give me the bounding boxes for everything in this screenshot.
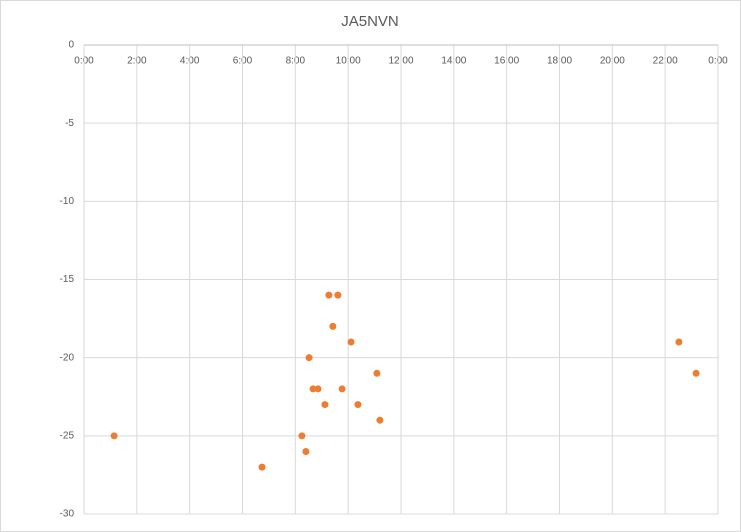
point [302,447,310,455]
point [329,322,337,330]
point [258,463,266,471]
point [376,416,384,424]
point [338,385,346,393]
point [354,401,362,409]
point [110,432,118,440]
y-tick-label: 0 [68,40,74,51]
point [321,401,329,409]
point [325,291,333,299]
point [675,338,683,346]
point [373,369,381,377]
point [347,338,355,346]
y-tick-label: -30 [60,509,75,520]
y-tick-label: -15 [60,274,75,285]
point [314,385,322,393]
point [305,354,313,362]
y-tick-label: -10 [60,196,75,207]
point [298,432,306,440]
point [334,291,342,299]
point [692,369,700,377]
point [309,385,317,393]
chart-title: JA5NVN [341,13,399,30]
y-tick-label: -5 [65,118,74,129]
y-tick-label: -25 [60,430,75,441]
y-tick-label: -20 [60,352,75,363]
